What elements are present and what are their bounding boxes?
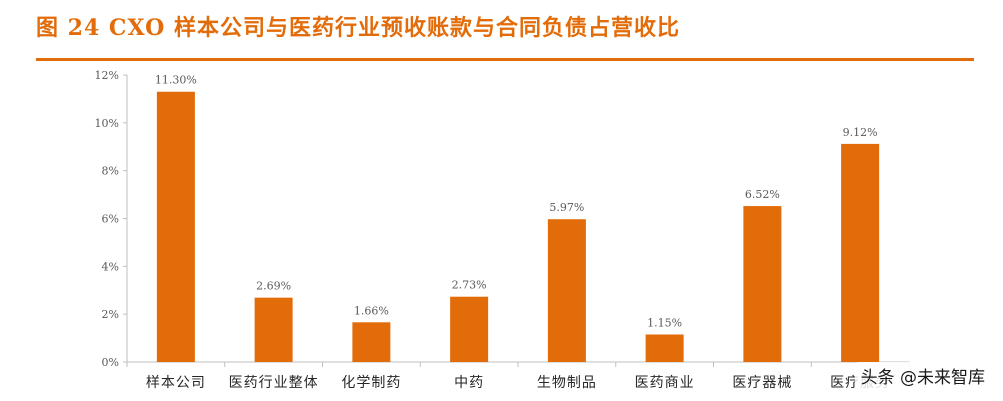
data-label: 1.15%: [647, 316, 682, 329]
category-label: 医药行业整体: [229, 375, 319, 391]
category-label: 中药: [454, 375, 484, 391]
bar: [841, 143, 880, 362]
data-label: 2.69%: [256, 280, 291, 293]
bar: [743, 206, 782, 362]
y-tick-label: 0%: [102, 356, 119, 369]
y-tick-label: 4%: [102, 260, 119, 273]
y-tick-label: 12%: [95, 69, 119, 82]
data-label: 6.52%: [745, 188, 780, 201]
category-label: 化学制药: [341, 375, 401, 391]
category-label: 生物制品: [537, 375, 597, 391]
category-label: 样本公司: [146, 375, 206, 391]
title-divider: [36, 58, 974, 61]
y-tick-label: 8%: [102, 165, 119, 178]
bar: [156, 91, 195, 362]
data-label: 9.12%: [843, 126, 878, 139]
data-label: 1.66%: [354, 304, 389, 317]
bar: [450, 296, 489, 362]
bar: [547, 219, 586, 362]
data-label: 11.30%: [155, 74, 197, 87]
bar: [254, 297, 293, 362]
category-label: 医疗器械: [732, 375, 792, 391]
bar: [352, 322, 391, 362]
bar: [645, 334, 684, 362]
y-tick-label: 6%: [102, 213, 119, 226]
y-tick-label: 2%: [102, 308, 119, 321]
data-label: 5.97%: [549, 201, 584, 214]
y-tick-label: 10%: [95, 117, 119, 130]
data-label: 2.73%: [452, 279, 487, 292]
chart-title: 图 24 CXO 样本公司与医药行业预收账款与合同负债占营收比: [36, 15, 680, 41]
watermark: 头条 @未来智库: [854, 362, 991, 389]
category-label: 医药商业: [635, 375, 695, 391]
